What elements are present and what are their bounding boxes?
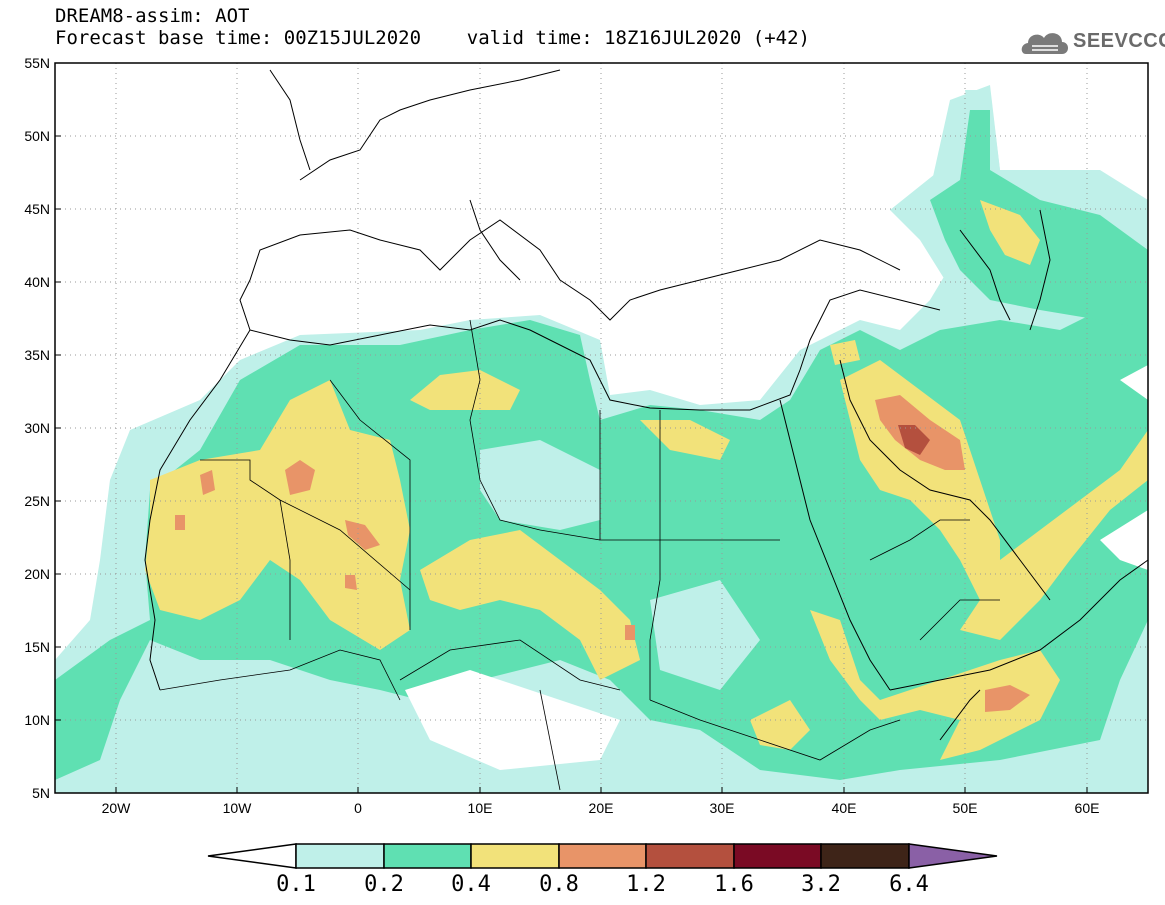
- lat-label: 25N: [24, 493, 50, 509]
- cloud-logo-icon: [1021, 33, 1068, 54]
- aot-contour-0.8: [345, 520, 380, 550]
- colorbar-swatch: [820, 843, 910, 869]
- colorbar-label: 1.2: [626, 872, 666, 897]
- lat-label: 55N: [24, 55, 50, 71]
- colorbar-over-arrow: [908, 843, 998, 869]
- lon-label: 0: [354, 800, 362, 816]
- aot-low-area: [650, 580, 760, 690]
- colorbar-label: 0.8: [539, 872, 579, 897]
- colorbar-label: 0.2: [364, 872, 404, 897]
- lon-label: 10E: [467, 800, 493, 816]
- lat-label: 35N: [24, 347, 50, 363]
- lon-label: 30E: [709, 800, 735, 816]
- aot-contour-0.4: [640, 420, 730, 460]
- seevccc-logo: SEEVCCC: [1018, 24, 1165, 60]
- colorbar-label: 1.6: [714, 872, 754, 897]
- lat-label: 30N: [24, 420, 50, 436]
- aot-contour-0.8: [625, 625, 635, 640]
- colorbar-swatch: [558, 843, 647, 869]
- lat-label: 45N: [24, 201, 50, 217]
- aot-contour-0.4: [960, 430, 1148, 640]
- aot-contour-0.4: [750, 700, 810, 750]
- colorbar-label: 3.2: [801, 872, 841, 897]
- lat-label: 15N: [24, 639, 50, 655]
- lon-label: 20E: [588, 800, 614, 816]
- logo-text: SEEVCCC: [1073, 30, 1165, 52]
- colorbar-swatch: [733, 843, 822, 869]
- colorbar-under-arrow: [207, 843, 297, 869]
- lon-label: 10W: [222, 800, 252, 816]
- aot-contour-0.4: [420, 530, 640, 680]
- aot-contour-0.8: [985, 685, 1030, 712]
- lon-label: 40E: [831, 800, 857, 816]
- aot-contour-0.8: [175, 515, 185, 530]
- colorbar-swatch: [383, 843, 472, 869]
- lat-label: 40N: [24, 274, 50, 290]
- colorbar-swatch: [470, 843, 560, 869]
- map-title: DREAM8-assim: AOT: [55, 5, 250, 27]
- colorbar-label: 0.1: [276, 872, 316, 897]
- aot-low-area: [405, 670, 620, 770]
- lon-label: 20W: [101, 800, 131, 816]
- aot-contour-0.4: [145, 380, 410, 650]
- country-borders: [159, 319, 1000, 791]
- colorbar-swatch: [295, 843, 385, 869]
- lat-label: 10N: [24, 712, 50, 728]
- coastlines: [144, 69, 1148, 741]
- aot-low-area: [1120, 365, 1148, 400]
- forecast-times: Forecast base time: 00Z15JUL2020 valid t…: [55, 27, 810, 49]
- colorbar-swatch: [645, 843, 735, 869]
- aot-contour-0.8: [345, 575, 357, 590]
- graticule: [55, 63, 1148, 793]
- aot-contour-0.4: [980, 200, 1040, 265]
- aot-contour-0.8: [285, 460, 315, 495]
- aot-contour-0.2-north: [930, 110, 1148, 330]
- colorbar-label: 0.4: [451, 872, 491, 897]
- aot-contour-0.4: [830, 340, 860, 365]
- lat-label: 5N: [32, 785, 50, 801]
- lon-label: 50E: [952, 800, 978, 816]
- aot-low-area: [1100, 510, 1148, 570]
- aot-contour-0.4: [810, 610, 1060, 760]
- lon-label: 60E: [1074, 800, 1100, 816]
- lat-label: 20N: [24, 566, 50, 582]
- aot-contour-0.4: [410, 370, 520, 410]
- colorbar: [207, 843, 998, 869]
- lat-label: 50N: [24, 128, 50, 144]
- aot-low-area: [480, 440, 600, 530]
- aot-contour-1.2: [898, 425, 930, 455]
- axis-ticks: [55, 62, 1088, 794]
- aot-contour-0.8: [200, 470, 215, 495]
- colorbar-label: 6.4: [889, 872, 929, 897]
